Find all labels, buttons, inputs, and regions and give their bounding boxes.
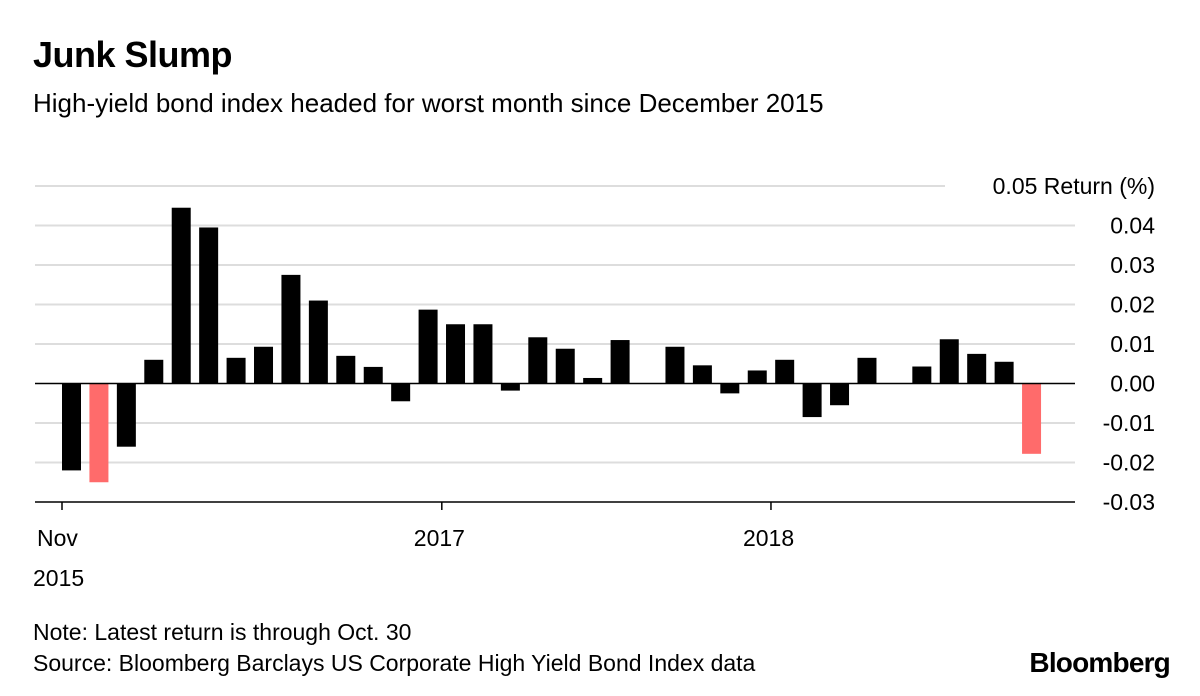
bar xyxy=(610,340,630,384)
bar xyxy=(473,324,493,384)
bar xyxy=(583,377,603,384)
chart-source: Source: Bloomberg Barclays US Corporate … xyxy=(33,650,756,676)
y-tick-label: -0.01 xyxy=(1103,410,1155,436)
bar xyxy=(418,309,438,384)
bar xyxy=(912,366,932,384)
highlighted-bar xyxy=(1022,383,1042,454)
highlighted-bar xyxy=(89,383,109,483)
y-tick-label: 0.01 xyxy=(1110,331,1155,357)
bar xyxy=(720,383,740,394)
bar xyxy=(336,355,356,384)
chart-subtitle: High-yield bond index headed for worst m… xyxy=(33,88,824,118)
y-tick-label: 0.03 xyxy=(1110,252,1155,278)
bar xyxy=(967,353,987,384)
bar xyxy=(775,359,795,384)
bar xyxy=(665,346,685,384)
bar xyxy=(281,274,301,384)
bar xyxy=(528,337,548,384)
bar xyxy=(802,383,822,418)
y-tick-label: 0.00 xyxy=(1110,371,1155,397)
bar xyxy=(500,383,520,391)
y-axis-top-label: 0.05 Return (%) xyxy=(993,173,1155,199)
bar xyxy=(226,357,246,384)
x-tick-sublabel: 2015 xyxy=(33,565,84,591)
bar xyxy=(939,339,959,384)
chart-note: Note: Latest return is through Oct. 30 xyxy=(33,619,412,645)
bar xyxy=(308,300,328,384)
y-tick-label: -0.02 xyxy=(1103,450,1155,476)
x-tick-label: 2018 xyxy=(743,525,794,551)
bar xyxy=(692,365,712,384)
bar xyxy=(199,227,219,384)
bar xyxy=(171,207,191,384)
y-tick-label: 0.04 xyxy=(1110,213,1155,239)
bar xyxy=(62,383,81,471)
bar xyxy=(857,357,877,384)
bar xyxy=(994,361,1014,384)
bar xyxy=(144,359,164,384)
y-tick-label: -0.03 xyxy=(1103,489,1155,515)
bar xyxy=(391,383,411,402)
bar xyxy=(254,346,274,384)
bar xyxy=(363,366,383,384)
bar xyxy=(830,383,850,406)
bloomberg-logo: Bloomberg xyxy=(1029,647,1170,678)
bar xyxy=(116,383,136,447)
x-tick-label: 2017 xyxy=(414,525,465,551)
bar xyxy=(747,370,767,384)
x-tick-label: Nov xyxy=(37,525,78,551)
y-tick-label: 0.02 xyxy=(1110,292,1155,318)
chart-title: Junk Slump xyxy=(33,34,233,75)
bar xyxy=(446,324,466,384)
bar xyxy=(555,348,575,384)
